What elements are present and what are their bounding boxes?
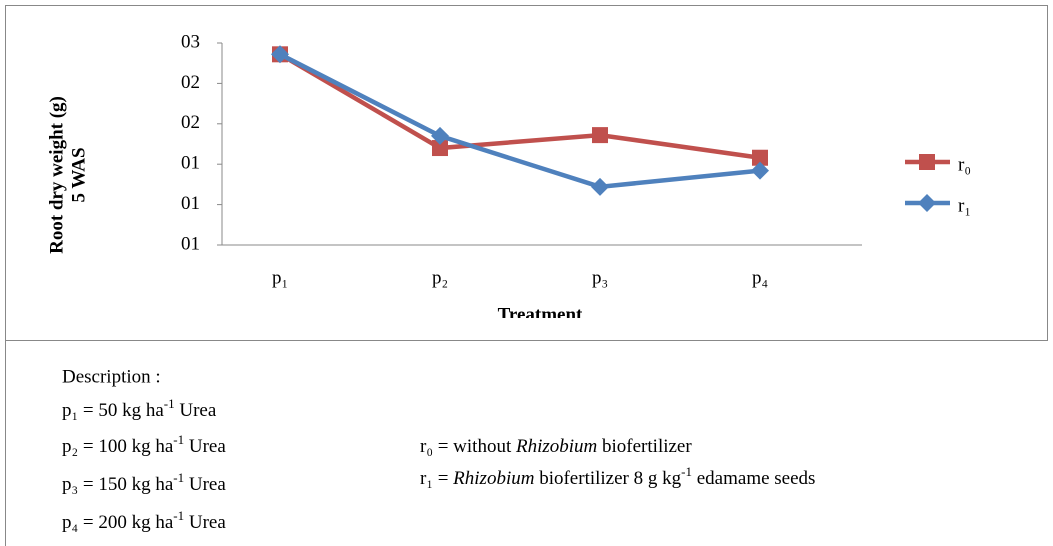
description-title: Description : [62, 366, 161, 387]
superscript: -1 [173, 508, 184, 523]
text: r₀ = without [420, 436, 516, 457]
text: r₁ = [420, 468, 453, 489]
marker [431, 126, 449, 145]
y-tick-label: 02 [181, 112, 200, 133]
text: Urea [184, 512, 226, 533]
line [278, 52, 761, 160]
text: p₁ = 50 kg ha [62, 400, 164, 421]
marker [752, 149, 768, 166]
y-label-line: 5 WAS [68, 147, 89, 202]
x-tick-label: p₁ [272, 267, 288, 288]
plot: 03 02 02 01 01 01 p₁ p₂ p₃ p₄ r₀ r₁ [181, 31, 971, 288]
marker [591, 177, 609, 196]
text: biofertilizer [597, 436, 692, 457]
text: Urea [175, 400, 217, 421]
marker [919, 154, 935, 170]
y-tick-label: 02 [181, 72, 200, 93]
p-item: p₄ = 200 kg ha-1 Urea [62, 508, 226, 533]
italic: Rhizobium [515, 436, 597, 457]
text: edamame seeds [692, 468, 815, 489]
y-tick-label: 01 [181, 193, 200, 214]
x-tick-label: p₃ [592, 267, 608, 288]
marker [918, 194, 936, 212]
x-tick-label: p₂ [432, 267, 448, 288]
legend-label: r₀ [958, 154, 971, 175]
text: p₄ = 200 kg ha [62, 512, 174, 533]
y-tick-label: 01 [181, 233, 200, 254]
r-item: r₀ = without Rhizobium biofertilizer [420, 436, 692, 457]
marker [751, 161, 769, 180]
y-label-line: Root dry weight (g) [46, 96, 67, 254]
italic: Rhizobium [452, 468, 534, 489]
r-item: r₁ = Rhizobium biofertilizer 8 g kg-1 ed… [420, 464, 815, 489]
y-tick-label: 01 [181, 153, 200, 174]
superscript: -1 [681, 464, 692, 479]
line [278, 52, 761, 190]
x-tick-label: p₄ [752, 267, 768, 288]
y-tick-label: 03 [181, 31, 200, 52]
superscript: -1 [173, 432, 184, 447]
chart-border [5, 5, 1048, 341]
text: biofertilizer 8 g kg [534, 468, 681, 489]
marker [432, 140, 448, 157]
p-item: p₃ = 150 kg ha-1 Urea [62, 470, 226, 495]
marker [271, 45, 289, 64]
text: Urea [184, 474, 226, 495]
legend-label: r₁ [958, 195, 971, 216]
superscript: -1 [173, 470, 184, 485]
y-axis-label: Root dry weight (g) 5 WAS [46, 96, 89, 254]
superscript: -1 [164, 396, 175, 411]
p-item: p₁ = 50 kg ha-1 Urea [62, 396, 217, 421]
text: Urea [184, 436, 226, 457]
text: p₂ = 100 kg ha [62, 436, 174, 457]
marker [592, 127, 608, 144]
text: p₃ = 150 kg ha [62, 474, 174, 495]
x-axis-label: Treatment [498, 304, 583, 325]
description: Description : p₁ = 50 kg ha-1 Urea p₂ = … [62, 366, 815, 533]
p-item: p₂ = 100 kg ha-1 Urea [62, 432, 226, 457]
